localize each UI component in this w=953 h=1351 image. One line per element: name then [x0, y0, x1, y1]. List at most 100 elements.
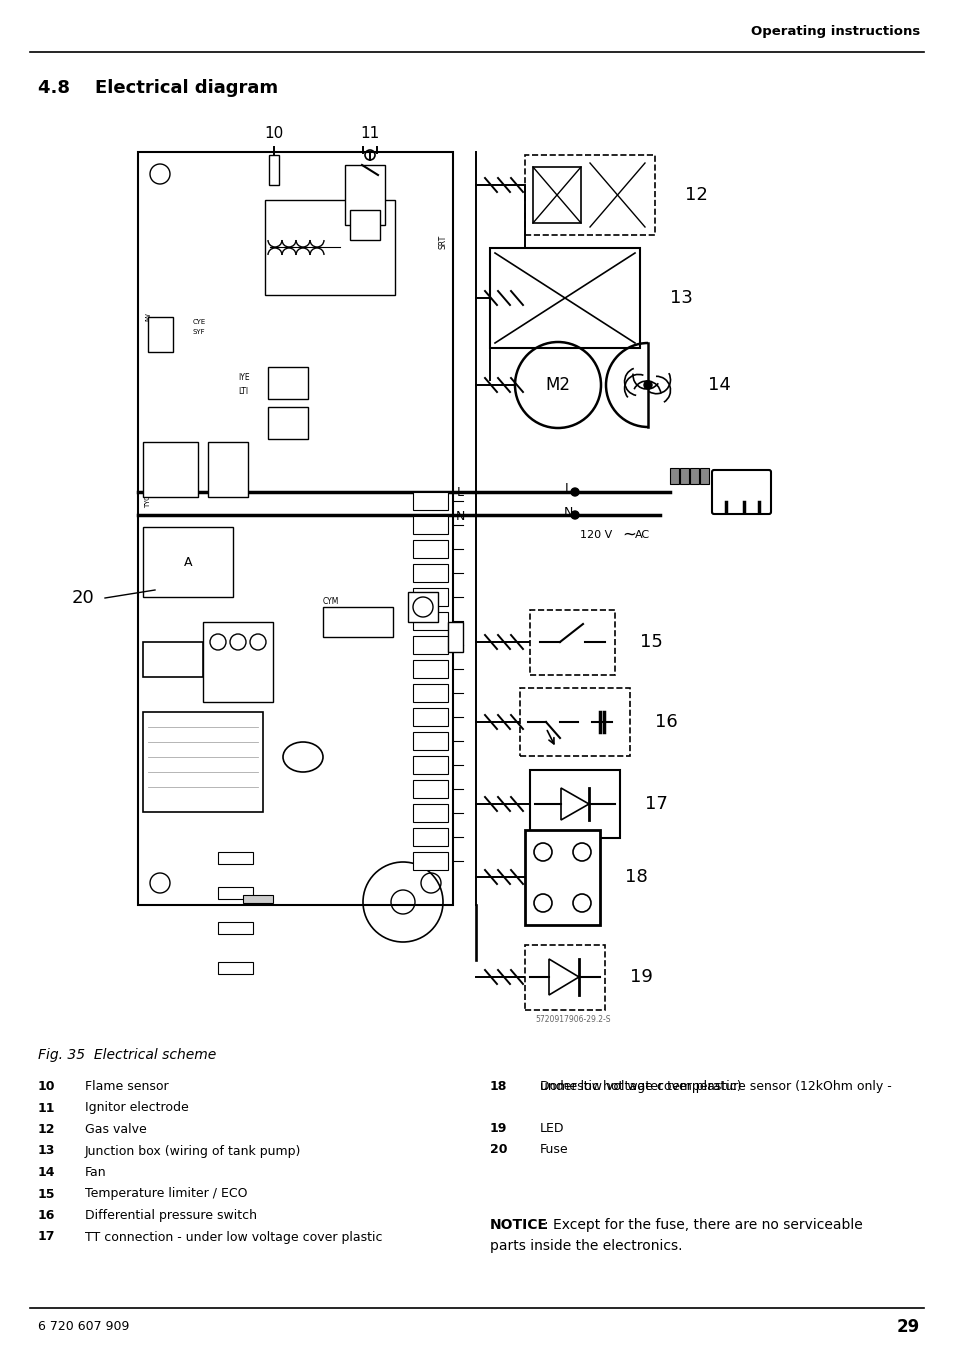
- Text: Fig. 35  Electrical scheme: Fig. 35 Electrical scheme: [38, 1048, 216, 1062]
- Bar: [679, 467, 688, 484]
- Text: TYC: TYC: [145, 496, 151, 508]
- Bar: [218, 921, 253, 934]
- Text: CYE: CYE: [193, 319, 206, 326]
- Text: Fan: Fan: [85, 1166, 107, 1179]
- Bar: [143, 642, 203, 677]
- Bar: [413, 636, 448, 654]
- Text: 11: 11: [38, 1101, 55, 1115]
- Text: under low voltage cover plastic): under low voltage cover plastic): [539, 1079, 740, 1093]
- Text: SRT: SRT: [438, 235, 448, 249]
- Text: 5720917906-29.2-S: 5720917906-29.2-S: [535, 1016, 610, 1024]
- Bar: [268, 407, 308, 439]
- Text: Differential pressure switch: Differential pressure switch: [85, 1209, 256, 1223]
- Text: Gas valve: Gas valve: [85, 1123, 147, 1136]
- Text: 17: 17: [644, 794, 667, 813]
- Bar: [413, 563, 448, 582]
- Text: A: A: [184, 555, 193, 569]
- Bar: [490, 249, 639, 349]
- Text: Domestic hot water temperature sensor (12kOhm only -: Domestic hot water temperature sensor (1…: [539, 1079, 891, 1093]
- Text: 19: 19: [490, 1121, 507, 1135]
- Text: 12: 12: [684, 186, 707, 204]
- Bar: [218, 962, 253, 974]
- Circle shape: [571, 488, 578, 496]
- Text: Flame sensor: Flame sensor: [85, 1079, 169, 1093]
- Text: : Except for the fuse, there are no serviceable: : Except for the fuse, there are no serv…: [543, 1219, 862, 1232]
- Bar: [524, 155, 655, 235]
- Bar: [265, 200, 395, 295]
- Text: L: L: [456, 486, 463, 500]
- Text: 16: 16: [38, 1209, 55, 1223]
- Text: 15: 15: [38, 1188, 55, 1201]
- Text: CYM: CYM: [323, 597, 339, 607]
- Bar: [700, 467, 708, 484]
- Text: ...: ...: [323, 608, 330, 616]
- Text: Ignitor electrode: Ignitor electrode: [85, 1101, 189, 1115]
- Text: 4.8    Electrical diagram: 4.8 Electrical diagram: [38, 78, 278, 97]
- Bar: [413, 516, 448, 534]
- Text: 10: 10: [264, 126, 283, 141]
- Text: 120 V: 120 V: [579, 530, 612, 540]
- Bar: [413, 588, 448, 607]
- Text: 17: 17: [38, 1231, 55, 1243]
- Text: Fuse: Fuse: [539, 1143, 568, 1156]
- Text: 20: 20: [490, 1143, 507, 1156]
- Text: L: L: [564, 482, 571, 496]
- Text: 14: 14: [707, 376, 730, 394]
- Bar: [530, 611, 615, 676]
- Text: ~: ~: [621, 526, 636, 544]
- Text: NOTICE: NOTICE: [490, 1219, 547, 1232]
- Bar: [413, 732, 448, 750]
- Text: AC: AC: [635, 530, 649, 540]
- Bar: [413, 492, 448, 509]
- Text: IYE: IYE: [237, 373, 250, 381]
- Polygon shape: [548, 959, 578, 994]
- Text: 16: 16: [655, 713, 677, 731]
- Bar: [350, 209, 379, 240]
- Bar: [269, 155, 278, 185]
- Text: 15: 15: [639, 634, 662, 651]
- Bar: [413, 828, 448, 846]
- Text: 11: 11: [360, 126, 379, 141]
- Text: TT connection - under low voltage cover plastic: TT connection - under low voltage cover …: [85, 1231, 382, 1243]
- Text: 20: 20: [71, 589, 94, 607]
- Text: 18: 18: [490, 1079, 507, 1093]
- Text: 14: 14: [38, 1166, 55, 1179]
- Bar: [413, 661, 448, 678]
- Bar: [148, 317, 172, 353]
- Text: SYF: SYF: [193, 330, 206, 335]
- Text: 13: 13: [669, 289, 692, 307]
- Bar: [138, 153, 453, 905]
- Text: Operating instructions: Operating instructions: [750, 26, 919, 38]
- Text: N: N: [455, 509, 464, 523]
- Bar: [524, 944, 604, 1011]
- Text: 19: 19: [629, 969, 652, 986]
- Text: 10: 10: [38, 1079, 55, 1093]
- Text: 13: 13: [38, 1144, 55, 1158]
- Ellipse shape: [283, 742, 323, 771]
- Bar: [413, 540, 448, 558]
- Bar: [448, 621, 462, 653]
- Text: 29: 29: [896, 1319, 919, 1336]
- Bar: [413, 684, 448, 703]
- Bar: [243, 894, 273, 902]
- Bar: [413, 757, 448, 774]
- Text: M2: M2: [545, 376, 570, 394]
- Bar: [218, 888, 253, 898]
- Text: LTI: LTI: [237, 388, 248, 396]
- Bar: [408, 592, 437, 621]
- Bar: [689, 467, 699, 484]
- Bar: [530, 770, 619, 838]
- Bar: [413, 708, 448, 725]
- Bar: [143, 712, 263, 812]
- Bar: [524, 830, 599, 925]
- Bar: [323, 607, 393, 638]
- Circle shape: [571, 511, 578, 519]
- Text: parts inside the electronics.: parts inside the electronics.: [490, 1239, 681, 1252]
- Bar: [268, 367, 308, 399]
- Bar: [519, 688, 629, 757]
- Text: 6 720 607 909: 6 720 607 909: [38, 1320, 130, 1333]
- Bar: [208, 442, 248, 497]
- Text: 18: 18: [624, 867, 647, 886]
- FancyBboxPatch shape: [711, 470, 770, 513]
- Bar: [413, 780, 448, 798]
